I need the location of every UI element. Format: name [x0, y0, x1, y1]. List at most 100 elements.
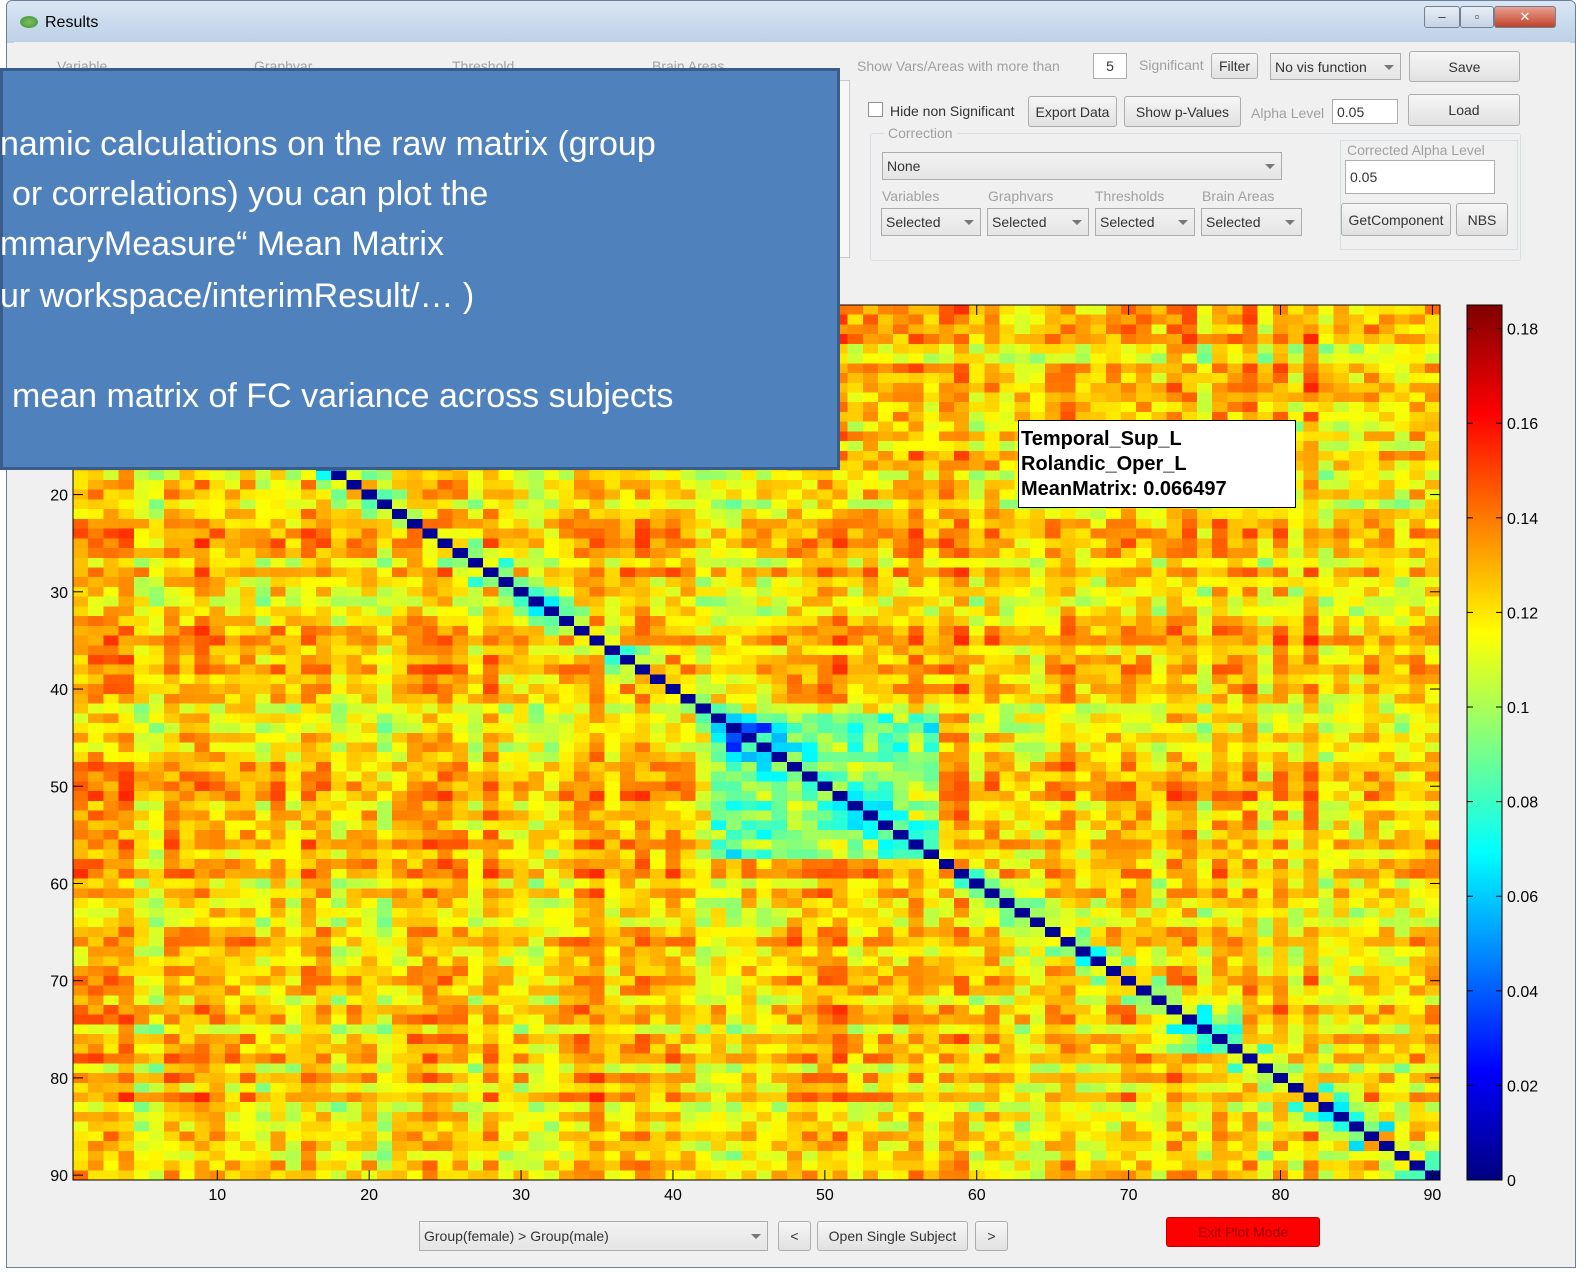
heatmap-cell — [969, 509, 985, 520]
heatmap-cell — [498, 713, 514, 724]
close-button[interactable]: ✕ — [1494, 6, 1556, 28]
heatmap-cell — [1121, 684, 1137, 695]
heatmap-cell — [1227, 723, 1244, 734]
heatmap-cell — [1196, 800, 1213, 812]
heatmap-cell — [1272, 586, 1289, 598]
heatmap-cell — [391, 674, 408, 685]
heatmap-cell — [300, 616, 317, 627]
heatmap-cell — [316, 761, 332, 773]
heatmap-cell — [1394, 625, 1411, 637]
heatmap-cell — [1409, 596, 1426, 607]
minimize-button[interactable]: – — [1424, 6, 1460, 28]
heatmap-cell — [786, 761, 803, 773]
heatmap-cell — [1348, 616, 1365, 627]
heatmap-cell — [73, 761, 89, 773]
heatmap-cell — [604, 577, 621, 588]
dropdown[interactable]: Selected — [1201, 208, 1302, 236]
dropdown[interactable]: Selected — [881, 208, 981, 236]
heatmap-cell — [1181, 752, 1198, 763]
heatmap-cell — [574, 820, 590, 831]
heatmap-cell — [559, 752, 575, 763]
heatmap-cell — [817, 596, 833, 607]
heatmap-cell — [665, 470, 682, 481]
heatmap-cell — [285, 548, 302, 559]
heatmap-cell — [984, 674, 1001, 685]
text-input[interactable]: 5 — [1093, 53, 1127, 79]
heatmap-cell — [103, 693, 120, 705]
heatmap-cell — [1272, 820, 1289, 831]
heatmap-cell — [1409, 470, 1426, 481]
heatmap-cell — [1303, 830, 1319, 841]
heatmap-cell — [376, 645, 393, 656]
heatmap-cell — [209, 596, 226, 607]
heatmap-cell — [847, 480, 864, 491]
dropdown[interactable]: Selected — [1095, 208, 1195, 236]
heatmap-cell — [1151, 655, 1168, 666]
heatmap-cell — [1060, 732, 1076, 743]
heatmap-cell — [1288, 509, 1304, 520]
heatmap-cell — [179, 480, 196, 491]
heatmap-cell — [938, 343, 955, 355]
heatmap-cell — [1257, 713, 1274, 724]
button[interactable]: Load — [1408, 94, 1520, 126]
heatmap-cell — [878, 314, 894, 325]
heatmap-cell — [1060, 314, 1076, 325]
heatmap-cell — [543, 509, 560, 520]
heatmap-cell — [604, 791, 621, 802]
maximize-button[interactable]: ▫ — [1460, 6, 1494, 28]
heatmap-cell — [908, 625, 925, 637]
heatmap-cell — [1409, 499, 1426, 510]
button[interactable]: GetComponent — [1341, 203, 1451, 236]
heatmap-cell — [832, 567, 849, 578]
heatmap-cell — [285, 761, 302, 773]
heatmap-cell — [847, 771, 864, 782]
heatmap-cell — [300, 703, 317, 714]
heatmap-cell — [847, 820, 864, 831]
heatmap-cell — [1424, 732, 1441, 743]
heatmap-cell — [422, 489, 439, 500]
dropdown[interactable]: Selected — [987, 208, 1089, 236]
heatmap-cell — [1227, 548, 1244, 559]
heatmap-cell — [1014, 791, 1031, 802]
heatmap-cell — [680, 470, 697, 481]
button[interactable]: NBS — [1456, 203, 1508, 236]
heatmap-cell — [923, 752, 940, 763]
text-input[interactable]: 0.05 — [1345, 160, 1495, 194]
heatmap-cell — [1105, 363, 1122, 374]
heatmap-cell — [1075, 820, 1092, 831]
heatmap-cell — [650, 742, 666, 753]
checkbox-label[interactable]: Hide non Significant — [890, 103, 1015, 119]
heatmap-cell — [255, 548, 271, 559]
heatmap-cell — [1318, 528, 1335, 539]
heatmap-cell — [908, 742, 925, 753]
dropdown[interactable]: None — [882, 152, 1282, 180]
heatmap-cell — [1272, 363, 1289, 374]
heatmap-cell — [1348, 343, 1365, 355]
heatmap-cell — [1196, 664, 1213, 675]
text-input[interactable]: 0.05 — [1332, 99, 1398, 124]
heatmap-cell — [133, 820, 150, 831]
heatmap-cell — [1318, 373, 1335, 384]
heatmap-cell — [209, 567, 226, 578]
heatmap-cell — [376, 693, 393, 705]
heatmap-cell — [1379, 450, 1395, 462]
heatmap-cell — [953, 820, 970, 831]
checkbox[interactable] — [868, 102, 883, 117]
button[interactable]: Show p-Values — [1124, 96, 1241, 127]
heatmap-cell — [209, 499, 226, 510]
heatmap-cell — [1060, 382, 1076, 393]
heatmap-cell — [1364, 723, 1380, 734]
heatmap-cell — [1424, 616, 1441, 627]
heatmap-cell — [118, 596, 135, 607]
button[interactable]: Filter — [1211, 53, 1258, 79]
button[interactable]: Save — [1409, 51, 1520, 82]
button[interactable]: Export Data — [1028, 96, 1117, 127]
heatmap-cell — [680, 664, 697, 675]
heatmap-cell — [938, 586, 955, 598]
dropdown[interactable]: No vis function — [1270, 53, 1401, 80]
heatmap-cell — [1029, 548, 1046, 559]
heatmap-cell — [422, 538, 439, 549]
heatmap-cell — [1379, 625, 1395, 637]
heatmap-cell — [574, 616, 590, 627]
heatmap-cell — [923, 382, 940, 393]
